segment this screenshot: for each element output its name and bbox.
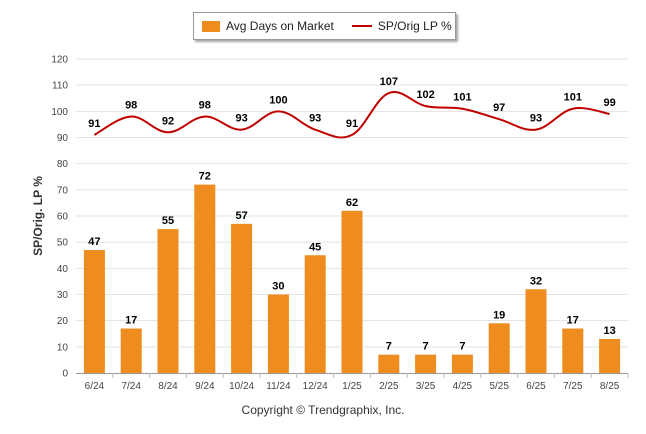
y-tick-label: 90 — [57, 133, 69, 144]
bar — [304, 255, 326, 373]
line-value-label: 100 — [269, 94, 287, 106]
x-tick-label: 6/24 — [85, 381, 105, 392]
bar — [194, 184, 216, 373]
bar-value-label: 7 — [386, 341, 392, 353]
line-path — [93, 90, 610, 139]
bar-value-label: 7 — [459, 341, 465, 353]
axes: 0 10 20 30 40 50 60 70 80 90 100 110 120 6/24 7/24 8/24… — [51, 55, 629, 392]
x-tick-label: 12/24 — [303, 381, 328, 392]
legend-item-bar: Avg Days on Market — [194, 19, 334, 33]
bar — [83, 250, 105, 373]
bar — [488, 323, 510, 373]
bar-value-label: 17 — [567, 315, 579, 327]
bar-value-label: 47 — [88, 236, 100, 248]
legend-line-label: SP/Orig LP % — [377, 19, 452, 33]
bar — [562, 328, 584, 373]
y-tick-label: 10 — [57, 342, 69, 353]
bar — [341, 210, 363, 373]
line-value-label: 92 — [162, 115, 174, 127]
line-value-label: 102 — [416, 89, 434, 101]
line-series — [93, 90, 610, 139]
x-tick-label: 4/25 — [453, 381, 473, 392]
bar — [231, 223, 253, 373]
line-value-label: 101 — [564, 92, 582, 104]
chart-legend: Avg Days on Market SP/Orig LP % — [193, 12, 456, 40]
bar — [267, 294, 289, 373]
y-tick-label: 0 — [62, 369, 68, 380]
bar-value-label: 45 — [309, 241, 321, 253]
x-tick-label: 10/24 — [229, 381, 254, 392]
y-axis-title: SP/Orig. LP % — [31, 176, 45, 256]
line-value-label: 91 — [88, 118, 100, 130]
bar-value-label: 62 — [346, 197, 358, 209]
line-value-label: 98 — [199, 100, 211, 112]
line-value-label: 93 — [235, 113, 247, 125]
bar — [599, 338, 621, 373]
bar — [525, 289, 547, 373]
bar-value-label: 19 — [493, 309, 505, 321]
bar-value-label: 55 — [162, 215, 174, 227]
bar-value-label: 17 — [125, 315, 137, 327]
bar-value-label: 57 — [235, 210, 247, 222]
bar-swatch-icon — [202, 20, 220, 32]
line-value-label: 101 — [453, 92, 471, 104]
line-value-label: 107 — [380, 76, 398, 88]
line-swatch-icon — [351, 25, 372, 27]
y-tick-label: 20 — [57, 316, 69, 327]
line-value-label: 98 — [125, 100, 137, 112]
line-value-label: 97 — [493, 102, 505, 114]
bar-value-label: 32 — [530, 275, 542, 287]
x-tick-label: 8/24 — [158, 381, 178, 392]
y-tick-label: 50 — [57, 238, 69, 249]
bar-value-label: 72 — [199, 171, 211, 183]
x-tick-label: 8/25 — [600, 381, 620, 392]
legend-item-line: SP/Orig LP % — [334, 19, 452, 33]
y-tick-label: 120 — [51, 55, 68, 66]
y-tick-label: 30 — [57, 290, 69, 301]
y-tick-label: 60 — [57, 212, 69, 223]
y-tick-label: 100 — [51, 107, 68, 118]
bar — [451, 354, 473, 373]
line-value-label: 93 — [309, 113, 321, 125]
bar — [157, 229, 179, 373]
data-labels: 47 17 55 72 57 30 45 62 7 7 7 19 32 17 13 91 98 92 98 93 100… — [88, 76, 615, 353]
copyright-footer: Copyright © Trendgraphix, Inc. — [241, 403, 405, 417]
y-tick-label: 70 — [57, 185, 69, 196]
x-tick-label: 2/25 — [379, 381, 399, 392]
x-tick-label: 1/25 — [342, 381, 362, 392]
x-tick-label: 7/24 — [121, 381, 141, 392]
bar-value-label: 7 — [423, 341, 429, 353]
legend-bar-label: Avg Days on Market — [226, 19, 334, 33]
x-tick-label: 9/24 — [195, 381, 215, 392]
bar-value-label: 13 — [603, 325, 615, 337]
x-tick-label: 3/25 — [416, 381, 436, 392]
y-tick-label: 110 — [52, 81, 68, 92]
bar — [378, 354, 400, 373]
x-tick-label: 11/24 — [266, 381, 291, 392]
x-tick-label: 6/25 — [526, 381, 546, 392]
line-value-label: 99 — [603, 97, 615, 109]
bar — [120, 328, 142, 373]
line-value-label: 93 — [530, 113, 542, 125]
bar — [415, 354, 437, 373]
bar-series — [83, 184, 621, 373]
bar-value-label: 30 — [272, 281, 284, 293]
x-tick-label: 7/25 — [563, 381, 583, 392]
y-tick-label: 80 — [57, 159, 69, 170]
line-value-label: 91 — [346, 118, 358, 130]
x-tick-label: 5/25 — [489, 381, 509, 392]
y-tick-label: 40 — [57, 264, 69, 275]
